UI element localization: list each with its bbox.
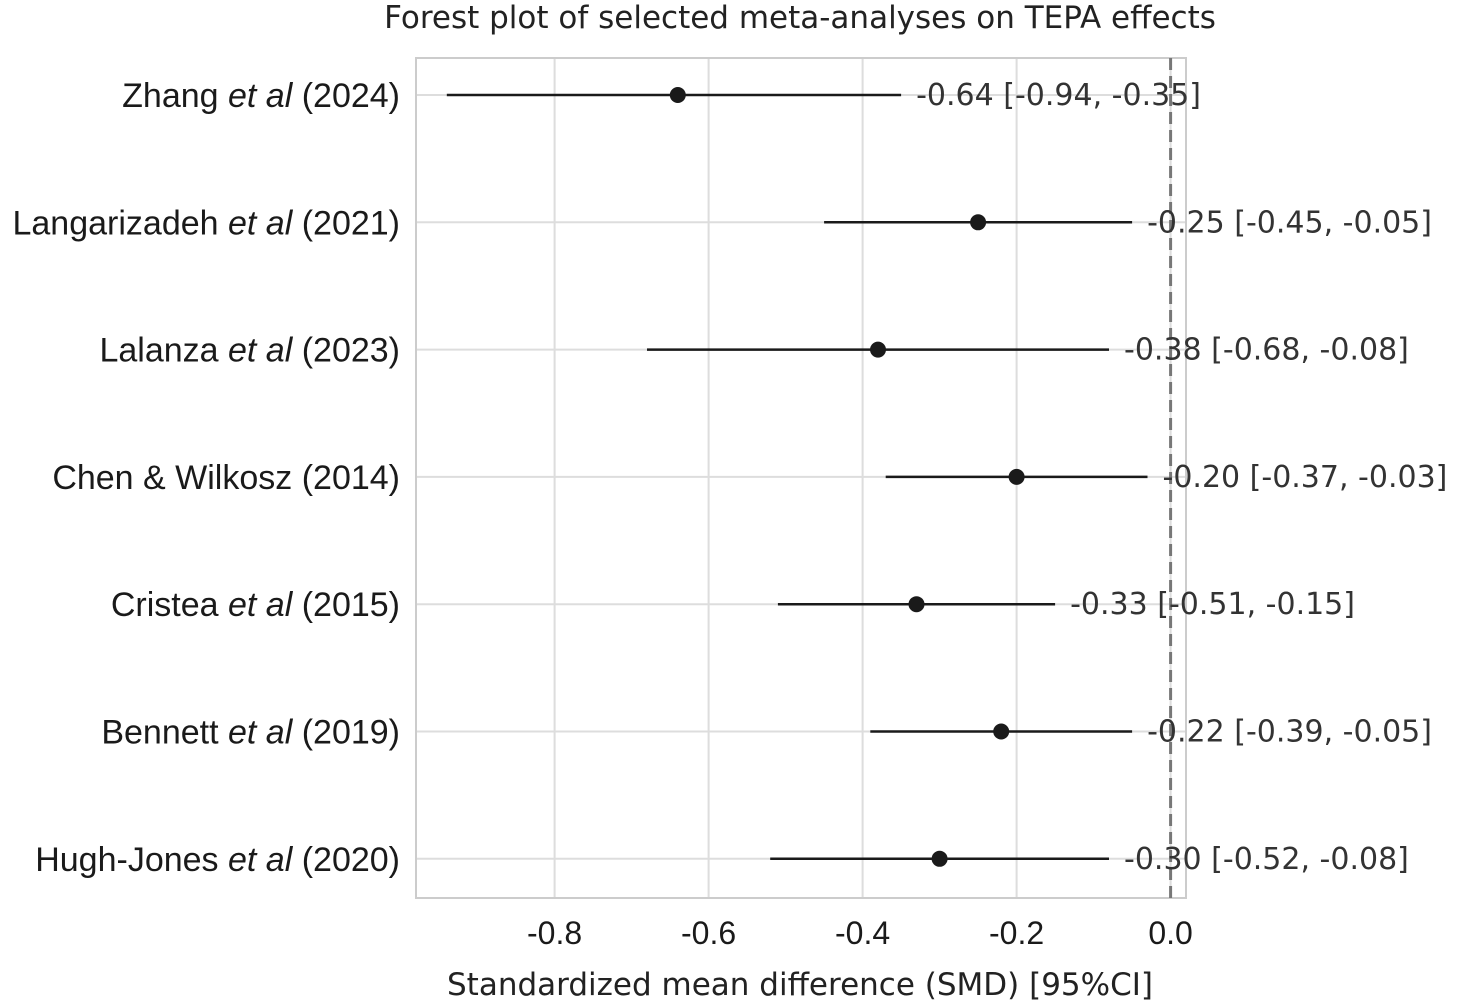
study-etal: et al: [228, 204, 302, 242]
data-label: -0.20 [-0.37, -0.03]: [1163, 460, 1448, 495]
y-tick-label: Langarizadeh et al (2021): [12, 204, 400, 242]
point-estimate: [970, 214, 987, 231]
y-tick-label: Hugh-Jones et al (2020): [35, 841, 400, 879]
study-year: (2024): [302, 77, 400, 115]
x-tick-label: -0.2: [989, 915, 1044, 951]
y-tick-label: Chen & Wilkosz (2014): [52, 459, 400, 497]
study-year: (2014): [302, 459, 400, 497]
study-year: (2019): [302, 714, 400, 752]
chart-title: Forest plot of selected meta-analyses on…: [384, 0, 1216, 36]
study-etal: et al: [228, 714, 302, 752]
study-etal: et al: [228, 332, 302, 370]
study-year: (2023): [302, 332, 400, 370]
study-author: Bennett: [101, 714, 228, 752]
study-year: (2020): [302, 841, 400, 879]
study-etal: et al: [228, 841, 302, 879]
data-label: -0.22 [-0.39, -0.05]: [1147, 715, 1432, 750]
study-author: Cristea: [111, 586, 228, 624]
x-tick-labels: -0.8 -0.6 -0.4 -0.2 0.0: [527, 915, 1193, 951]
point-estimate: [1008, 468, 1025, 485]
study-year: (2015): [302, 586, 400, 624]
study-author: Chen & Wilkosz: [52, 459, 301, 497]
point-estimate: [931, 850, 948, 867]
data-label: -0.64 [-0.94, -0.35]: [916, 78, 1201, 113]
x-tick-label: -0.8: [527, 915, 582, 951]
x-axis-label: Standardized mean difference (SMD) [95%C…: [447, 967, 1153, 1002]
x-tick-label: -0.4: [835, 915, 890, 951]
point-estimate: [870, 341, 886, 358]
study-author: Hugh-Jones: [35, 841, 228, 879]
y-tick-label: Zhang et al (2024): [122, 77, 400, 115]
point-estimate: [908, 596, 925, 613]
study-etal: et al: [228, 77, 302, 115]
point-estimates: [669, 87, 1025, 867]
data-label: -0.30 [-0.52, -0.08]: [1124, 842, 1409, 877]
study-year: (2021): [302, 204, 400, 242]
point-estimate: [669, 87, 686, 103]
study-etal: et al: [228, 586, 302, 624]
study-author: Langarizadeh: [12, 204, 228, 242]
x-tick-label: -0.6: [681, 915, 736, 951]
y-tick-label: Cristea et al (2015): [111, 586, 400, 624]
y-tick-label: Lalanza et al (2023): [99, 332, 400, 370]
data-label: -0.38 [-0.68, -0.08]: [1124, 333, 1409, 368]
data-labels: -0.64 [-0.94, -0.35] -0.25 [-0.45, -0.05]…: [916, 78, 1447, 877]
plot-frame: [415, 57, 1187, 899]
y-tick-labels: Zhang et al (2024) Langarizadeh et al (20…: [12, 77, 400, 879]
y-tick-label: Bennett et al (2019): [101, 714, 400, 752]
point-estimate: [993, 723, 1010, 740]
data-label: -0.33 [-0.51, -0.15]: [1070, 587, 1355, 622]
study-author: Zhang: [122, 77, 228, 115]
x-tick-label: 0.0: [1148, 915, 1192, 951]
data-label: -0.25 [-0.45, -0.05]: [1147, 205, 1432, 240]
study-author: Lalanza: [99, 332, 228, 370]
